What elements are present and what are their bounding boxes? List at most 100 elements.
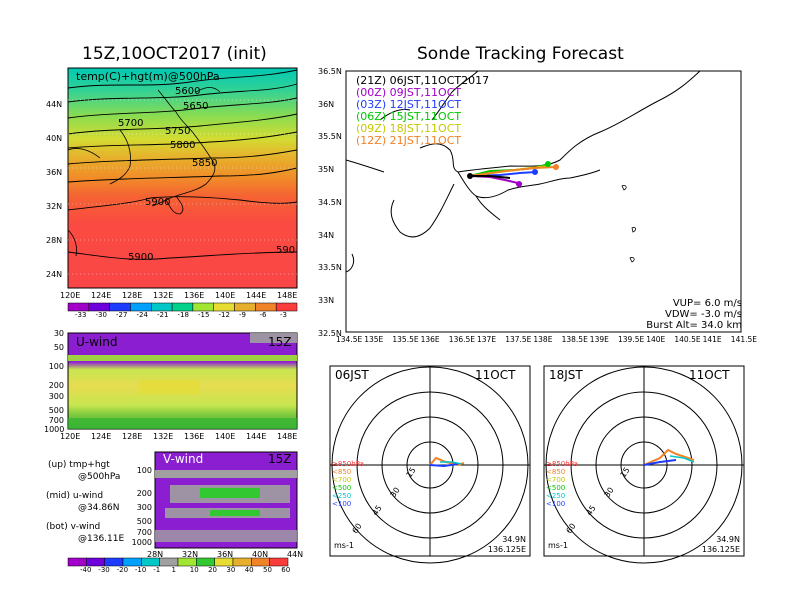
y-tick: 36N [318,99,335,109]
legend-entry: (09Z) 18JST,11OCT [356,122,462,135]
x-tick: 138.5E [561,335,588,344]
level-label: ≥850hPa [332,460,364,468]
legend-entry: (12Z) 21JST,11OCT [356,134,462,147]
track-map [345,70,742,333]
contour-label: 590 [276,245,296,256]
vwind-label: V-wind [163,452,204,466]
x-tick: 36N [217,550,234,559]
x-tick: 40N [252,550,269,559]
colorbar-swatch [67,302,90,312]
map500-colorbar [67,302,298,312]
x-tick: 120E [60,432,81,441]
y-tick: 700 [136,528,152,537]
x-tick: 124E [91,291,112,300]
hodo-unit: ms-1 [334,541,354,550]
y-tick: 50 [53,343,64,352]
contour-label: 5750 [165,126,191,137]
colorbar-label: -30 [95,311,107,319]
x-tick: 148E [277,291,298,300]
x-tick: 132E [153,291,174,300]
x-tick: 44N [287,550,304,559]
colorbar-label: -21 [157,311,169,319]
x-tick: 139.5E [618,335,645,344]
contour-label: 5700 [118,118,144,129]
x-tick: 148E [277,432,298,441]
colorbar-swatch [109,302,131,312]
colorbar-swatch [88,302,110,312]
param: VUP= 6.0 m/s [672,298,742,309]
hodo-lon: 136.125E [701,545,740,554]
x-tick: 28N [147,550,164,559]
y-tick: 33N [318,295,335,305]
contour-label: 5650 [183,101,209,112]
y-tick: 700 [48,416,64,425]
colorbar-swatch [67,557,87,567]
x-tick: 139E [589,335,609,344]
x-tick: 134.5E [336,335,363,344]
y-tick: 36N [46,168,63,177]
x-tick: 141.5E [730,335,758,344]
hodo-time: 18JST [549,368,583,382]
y-tick: 24N [46,270,63,279]
colorbar-swatch [130,302,152,312]
colorbar-label: 50 [263,566,272,574]
x-tick: 144E [246,432,267,441]
height-contours [67,69,298,260]
uwind-label: U-wind [76,335,118,349]
x-tick: 144E [246,291,267,300]
left-title: 15Z,10OCT2017 (init) [82,44,267,64]
right-title: Sonde Tracking Forecast [417,44,624,64]
colorbar-swatch [255,302,277,312]
hodo-time: 06JST [335,368,369,382]
x-tick: 141E [702,335,722,344]
colorbar-label: 60 [281,566,291,574]
hodo-date: 11OCT [689,368,730,382]
y-tick: 34.5N [318,197,342,207]
uwind-time: 15Z [268,335,292,349]
x-tick: 136E [420,335,440,344]
y-tick: 32N [46,202,63,211]
x-tick: 124E [91,432,112,441]
colorbar-swatch [213,302,235,312]
x-tick: 128E [122,291,143,300]
colorbar-swatch [151,302,173,312]
colorbar-label: -33 [75,311,87,319]
x-tick: 32N [182,550,199,559]
x-tick: 137.5E [505,335,532,344]
x-tick: 135E [364,335,384,344]
colorbar-label: -24 [136,311,148,319]
level-label: ≥850hPa [546,460,578,468]
x-tick: 140E [646,335,666,344]
map500-field [67,67,298,289]
contour-label: 5900 [128,252,154,263]
colorbar-label: -15 [198,311,210,319]
param: Burst Alt= 34.0 km [646,320,742,331]
side-mid-1: (mid) u-wind [46,491,104,501]
hodograph-right [543,365,745,564]
colorbar-label: -1 [153,566,161,574]
level-label: <700 [332,476,352,484]
colorbar-swatch [86,557,105,567]
colorbar-label: -12 [218,311,230,319]
colorbar-label: 40 [244,566,254,574]
y-tick: 200 [48,381,64,390]
x-tick: 140.5E [674,335,701,344]
x-tick: 135.5E [392,335,419,344]
y-tick: 32.5N [318,328,342,338]
level-label: <700 [546,476,566,484]
y-tick: 35N [318,165,335,175]
colorbar-label: 20 [208,566,218,574]
x-tick: 132E [153,432,174,441]
level-label: <100 [546,500,566,508]
level-label: <500 [332,484,352,492]
contour-label: 5600 [175,86,201,97]
contour-label: 5800 [170,140,196,151]
contour-label: 5850 [192,158,218,169]
colorbar-label: 30 [226,566,236,574]
y-tick: 30 [53,329,64,338]
legend-entry: (06Z) 15JST,11OCT [356,110,462,123]
level-label: <100 [332,500,352,508]
colorbar-swatch [232,557,252,567]
x-tick: 140E [215,291,236,300]
